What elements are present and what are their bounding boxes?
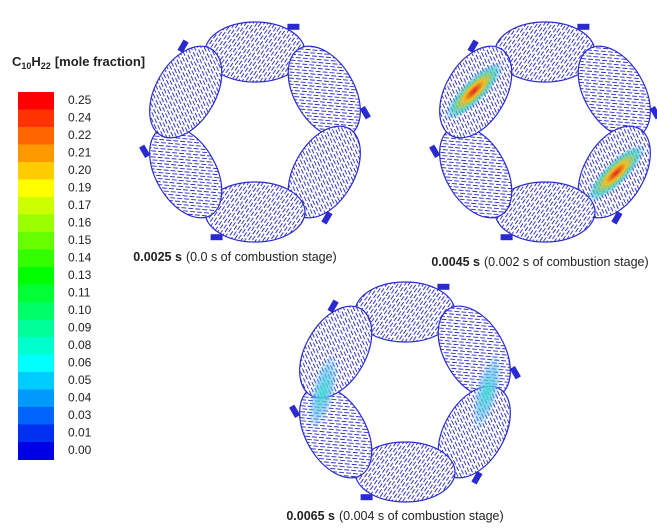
color-swatch [18, 127, 54, 145]
colorbar-label: 0.13 [68, 268, 92, 282]
caption-time: 0.0025 s [133, 250, 182, 264]
injector [361, 494, 373, 500]
panel-caption: 0.0025 s (0.0 s of combustion stage) [133, 250, 336, 264]
color-swatch [18, 302, 54, 320]
color-swatch [18, 145, 54, 163]
vector-field [285, 282, 526, 502]
colorbar: 0.25 0.24 0.22 0.21 0.20 0.19 0.17 0.16 0.15 0.14… [18, 92, 92, 460]
color-swatch [18, 442, 54, 460]
color-swatch [18, 407, 54, 425]
colorbar-label: 0.09 [68, 320, 92, 334]
injector [211, 234, 223, 240]
caption-note: (0.0 s of combustion stage) [186, 250, 337, 264]
colorbar-label: 0.03 [68, 408, 92, 422]
panel-caption: 0.0045 s (0.002 s of combustion stage) [431, 255, 648, 269]
caption-note: (0.004 s of combustion stage) [339, 509, 504, 523]
injector [289, 405, 300, 418]
panel-caption: 0.0065 s (0.004 s of combustion stage) [286, 509, 503, 523]
colorbar-label: 0.19 [68, 180, 92, 194]
injector [139, 145, 150, 158]
color-swatch [18, 215, 54, 233]
vector-field [135, 22, 376, 242]
panels: 0.0025 s (0.0 s of combustion stage) 0.004… [133, 22, 657, 523]
injector [360, 106, 371, 119]
injector [501, 234, 513, 240]
colorbar-label: 0.10 [68, 303, 92, 317]
color-swatch [18, 250, 54, 268]
color-swatch [18, 92, 54, 110]
color-swatch [18, 162, 54, 180]
caption-time: 0.0065 s [286, 509, 335, 523]
color-swatch [18, 355, 54, 373]
color-swatch [18, 267, 54, 285]
colorbar-label: 0.20 [68, 163, 92, 177]
colorbar-label: 0.00 [68, 443, 92, 457]
color-swatch [18, 180, 54, 198]
vector-field [425, 22, 657, 242]
colorbar-label: 0.04 [68, 390, 92, 404]
color-swatch [18, 110, 54, 128]
color-swatch [18, 197, 54, 215]
injector [429, 145, 440, 158]
colorbar-label: 0.17 [68, 198, 92, 212]
colorbar-label: 0.11 [68, 285, 91, 299]
colorbar-label: 0.14 [68, 250, 92, 264]
caption-note: (0.002 s of combustion stage) [484, 255, 649, 269]
legend-title: C10H22[mole fraction] [12, 54, 145, 71]
colorbar-label: 0.15 [68, 233, 92, 247]
injector [287, 24, 299, 30]
colorbar-label: 0.08 [68, 338, 92, 352]
figure: C10H22[mole fraction] 0.250.240.220.210.… [0, 0, 657, 530]
colorbar-label: 0.06 [68, 355, 92, 369]
colorbar-label: 0.24 [68, 110, 92, 124]
color-swatch [18, 372, 54, 390]
injector [437, 284, 449, 290]
injector [510, 366, 521, 379]
color-swatch [18, 337, 54, 355]
colorbar-label: 0.22 [68, 128, 92, 142]
colorbar-label: 0.16 [68, 215, 92, 229]
injector [577, 24, 589, 30]
caption-time: 0.0045 s [431, 255, 480, 269]
colorbar-label: 0.05 [68, 373, 92, 387]
color-swatch [18, 390, 54, 408]
color-swatch [18, 425, 54, 443]
color-swatch [18, 320, 54, 338]
color-swatch [18, 285, 54, 303]
colorbar-label: 0.25 [68, 93, 92, 107]
colorbar-label: 0.01 [68, 425, 92, 439]
color-swatch [18, 232, 54, 250]
colorbar-label: 0.21 [68, 145, 92, 159]
